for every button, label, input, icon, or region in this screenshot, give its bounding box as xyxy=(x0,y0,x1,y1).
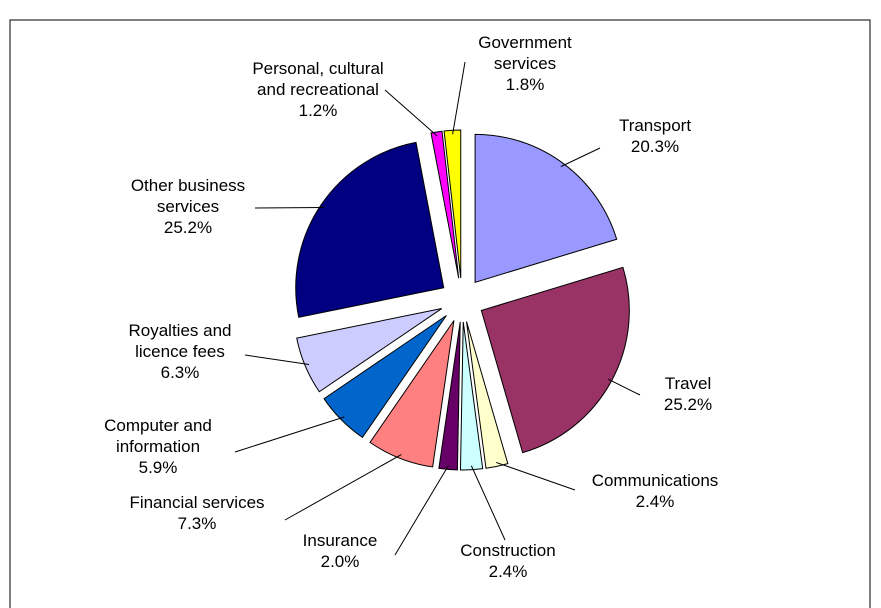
leader-line xyxy=(234,416,345,453)
value-label: 25.2% xyxy=(663,395,713,414)
pie-slice xyxy=(430,130,460,279)
value-label: 5.9% xyxy=(138,458,178,477)
slice-label: Transport 20.3% xyxy=(565,115,745,157)
value-label: 20.3% xyxy=(630,137,680,156)
leader-line xyxy=(607,378,641,396)
pie-slice xyxy=(295,141,445,318)
category-name: Government services xyxy=(478,33,572,73)
value-label: 6.3% xyxy=(160,363,200,382)
category-name: Other business services xyxy=(130,176,246,216)
leader-line xyxy=(496,461,576,491)
leader-line xyxy=(394,465,449,556)
slice-label: Computer and information 5.9% xyxy=(68,415,248,478)
slice-label: Other business services 25.2% xyxy=(98,175,278,238)
leader-line xyxy=(470,465,506,541)
pie-slice xyxy=(438,321,461,471)
leader-line xyxy=(384,89,438,137)
pie-slice xyxy=(369,320,455,468)
pie-slice xyxy=(296,308,443,393)
pie-slice xyxy=(459,321,484,471)
pie-slice xyxy=(466,321,509,469)
leader-line xyxy=(244,354,310,365)
slice-label: Travel 25.2% xyxy=(598,373,778,415)
value-label: 2.4% xyxy=(635,492,675,511)
slice-label: Government services 1.8% xyxy=(435,32,615,95)
category-name: Transport xyxy=(618,116,692,135)
value-label: 7.3% xyxy=(177,514,217,533)
category-name: Insurance xyxy=(302,531,378,550)
leader-line xyxy=(452,61,466,135)
category-name: Travel xyxy=(664,374,712,393)
value-label: 2.0% xyxy=(320,552,360,571)
category-name: Personal, cultural and recreational xyxy=(252,59,384,99)
pie-slice xyxy=(323,315,447,439)
slice-label: Insurance 2.0% xyxy=(250,530,430,572)
value-label: 25.2% xyxy=(163,218,213,237)
value-label: 1.8% xyxy=(505,75,545,94)
category-name: Royalties and licence fees xyxy=(128,321,232,361)
value-label: 1.2% xyxy=(298,101,338,120)
pie-slice xyxy=(474,133,618,283)
pie-slice xyxy=(480,266,630,454)
category-name: Construction xyxy=(460,541,556,560)
frame xyxy=(9,19,871,608)
slice-label: Communications 2.4% xyxy=(565,470,745,512)
value-label: 2.4% xyxy=(488,562,528,581)
category-name: Communications xyxy=(591,471,719,490)
leader-line xyxy=(284,454,402,521)
category-name: Computer and information xyxy=(104,416,212,456)
category-name: Financial services xyxy=(129,493,265,512)
slice-label: Royalties and licence fees 6.3% xyxy=(90,320,270,383)
leader-line xyxy=(560,147,601,168)
slice-label: Financial services 7.3% xyxy=(107,492,287,534)
slice-label: Personal, cultural and recreational 1.2% xyxy=(228,58,408,121)
slice-label: Construction 2.4% xyxy=(418,540,598,582)
pie-slice xyxy=(443,129,462,279)
